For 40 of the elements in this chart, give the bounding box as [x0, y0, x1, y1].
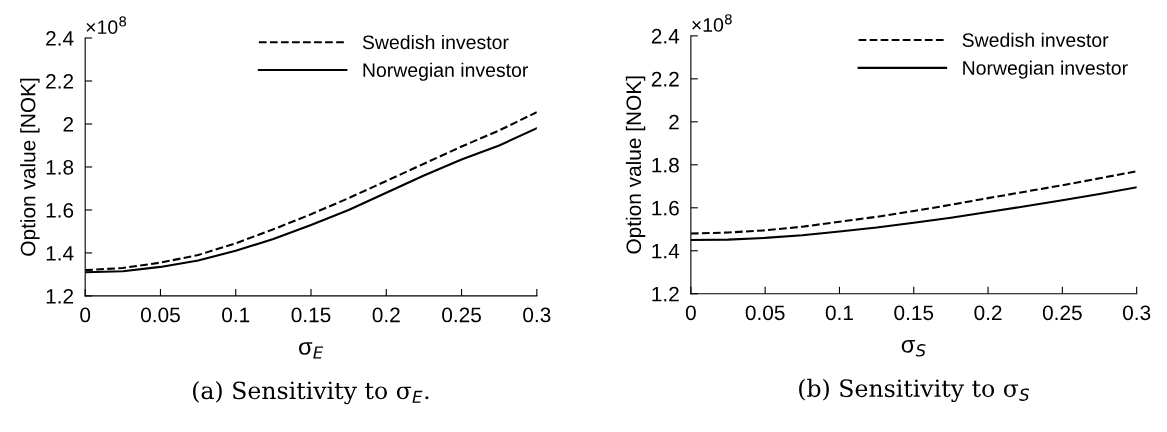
legend-label: Swedish investor: [362, 34, 509, 50]
y-tick-label: 1.8: [652, 157, 679, 173]
text: (b) Sensitivity to σ$_{S}$: [799, 378, 1030, 403]
x-tick-label: 0.1: [825, 305, 853, 321]
x-tick-label: 0.3: [1122, 305, 1151, 321]
x-tick-label: 0.15: [894, 305, 934, 321]
y-tick-label: 1.2: [652, 286, 679, 302]
y-tick-label: 2: [669, 114, 679, 130]
x-tick-label: 0.15: [291, 307, 331, 323]
text: (a) Sensitivity to σ$_{E}$.: [193, 381, 429, 405]
x-axis-title: σ$_{E}$: [299, 342, 324, 359]
y-tick-label: 2.2: [46, 74, 74, 89]
x-axis-title: σ$_{S}$: [901, 340, 926, 357]
y-tick-label: 1.4: [46, 246, 74, 261]
x-tick-label: 0.25: [442, 307, 481, 323]
legend-label: Norwegian investor: [363, 62, 529, 81]
y-tick-label: 1.6: [652, 200, 679, 216]
y-axis-title: Option value [NOK]: [625, 76, 646, 254]
y-tick-label: 2.4: [651, 28, 680, 44]
text: ×10$^{8}$: [86, 16, 127, 35]
x-tick-label: 0.2: [372, 307, 400, 323]
x-tick-label: 0: [80, 307, 91, 323]
y-tick-label: 2.2: [651, 71, 679, 87]
x-tick-label: 0.05: [141, 307, 180, 323]
x-tick-label: 0.25: [1042, 305, 1082, 321]
y-tick-label: 1.2: [46, 288, 74, 304]
y-tick-label: 1.4: [652, 243, 680, 259]
x-tick-label: 0: [685, 305, 696, 321]
y-tick-label: 1.8: [46, 159, 74, 175]
y-tick-label: 2.4: [46, 31, 74, 46]
x-tick-label: 0.3: [523, 307, 551, 323]
text: ×10$^{8}$: [692, 14, 732, 32]
y-axis-title: Option value [NOK]: [20, 78, 40, 256]
x-tick-label: 0.05: [745, 305, 785, 321]
legend-label: Swedish investor: [962, 32, 1109, 48]
y-tick-label: 1.6: [46, 202, 74, 218]
legend-label: Norwegian investor: [963, 60, 1128, 79]
y-tick-label: 2: [63, 116, 74, 132]
x-tick-label: 0.1: [222, 307, 250, 323]
x-tick-label: 0.2: [974, 305, 1002, 321]
